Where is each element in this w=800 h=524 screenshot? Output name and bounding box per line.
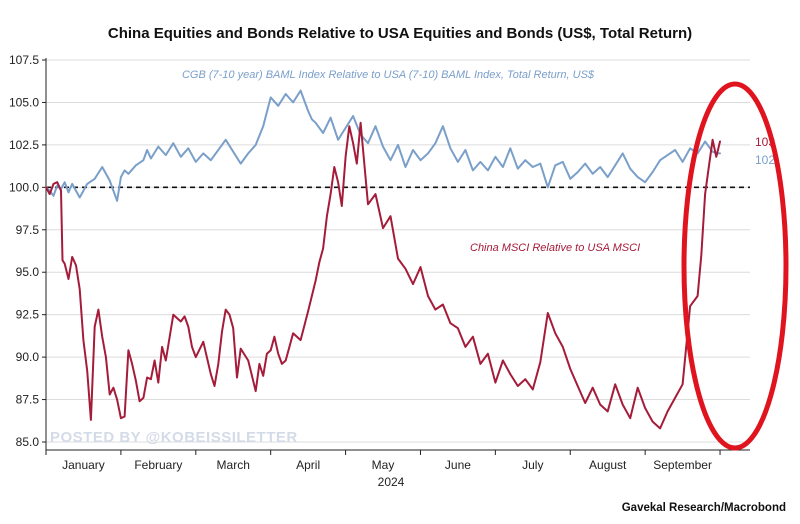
source-label: Gavekal Research/Macrobond (622, 502, 786, 514)
y-tick-label: 85.0 (16, 435, 40, 449)
watermark: POSTED BY @KOBEISSILETTER (50, 429, 298, 446)
y-tick-label: 97.5 (16, 223, 40, 237)
series-lines (45, 89, 721, 430)
cgb-end-label: 102 (755, 153, 775, 167)
x-tick-label: May (372, 458, 395, 472)
y-tick-label: 105.0 (9, 95, 39, 109)
grid (46, 59, 750, 443)
highlight-ellipse (681, 81, 789, 451)
x-tick-label: March (217, 458, 250, 472)
x-axis-year-label: 2024 (378, 475, 405, 489)
chart-title: China Equities and Bonds Relative to USA… (108, 25, 692, 42)
y-tick-label: 107.5 (9, 53, 39, 67)
cgb-series-label: CGB (7-10 year) BAML Index Relative to U… (182, 69, 595, 81)
cgb-series-line (45, 89, 721, 202)
x-tick-label: February (134, 458, 182, 472)
x-tick-label: April (296, 458, 320, 472)
y-tick-label: 102.5 (9, 138, 39, 152)
x-tick-label: August (589, 458, 627, 472)
msci-series-line (45, 121, 721, 430)
msci-series-label: China MSCI Relative to USA MSCI (470, 242, 640, 254)
axes (45, 58, 750, 451)
y-axis-ticks: 107.5 105.0 102.5 100.0 97.5 95.0 92.5 90.0 87.5… (9, 53, 46, 449)
x-axis-ticks: January February March April May June July Augu… (45, 450, 721, 472)
y-tick-label: 87.5 (16, 393, 40, 407)
x-tick-label: July (522, 458, 543, 472)
x-tick-label: January (62, 458, 105, 472)
x-tick-label: June (445, 458, 471, 472)
x-tick-label: September (653, 458, 712, 472)
y-tick-label: 90.0 (16, 350, 40, 364)
y-tick-label: 92.5 (16, 308, 40, 322)
y-tick-label: 100.0 (9, 180, 39, 194)
y-tick-label: 95.0 (16, 265, 40, 279)
